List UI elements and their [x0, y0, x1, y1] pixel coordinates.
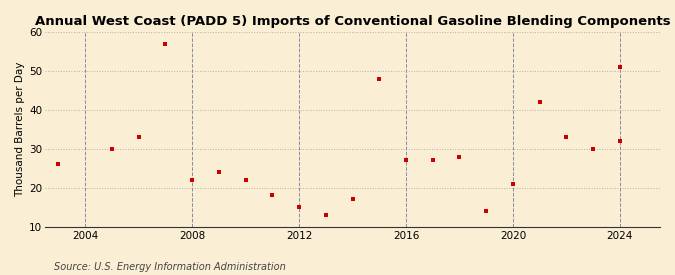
Point	[321, 213, 331, 217]
Point	[240, 178, 251, 182]
Title: Annual West Coast (PADD 5) Imports of Conventional Gasoline Blending Components: Annual West Coast (PADD 5) Imports of Co…	[34, 15, 670, 28]
Point	[588, 147, 599, 151]
Point	[107, 147, 117, 151]
Point	[481, 209, 491, 213]
Y-axis label: Thousand Barrels per Day: Thousand Barrels per Day	[15, 62, 25, 197]
Point	[213, 170, 224, 174]
Point	[427, 158, 438, 163]
Point	[508, 182, 518, 186]
Point	[53, 162, 64, 166]
Point	[614, 139, 625, 143]
Point	[294, 205, 304, 209]
Text: Source: U.S. Energy Information Administration: Source: U.S. Energy Information Administ…	[54, 262, 286, 272]
Point	[133, 135, 144, 139]
Point	[374, 76, 385, 81]
Point	[400, 158, 411, 163]
Point	[535, 100, 545, 104]
Point	[160, 42, 171, 46]
Point	[614, 65, 625, 69]
Point	[187, 178, 198, 182]
Point	[347, 197, 358, 202]
Point	[454, 154, 465, 159]
Point	[267, 193, 277, 198]
Point	[561, 135, 572, 139]
